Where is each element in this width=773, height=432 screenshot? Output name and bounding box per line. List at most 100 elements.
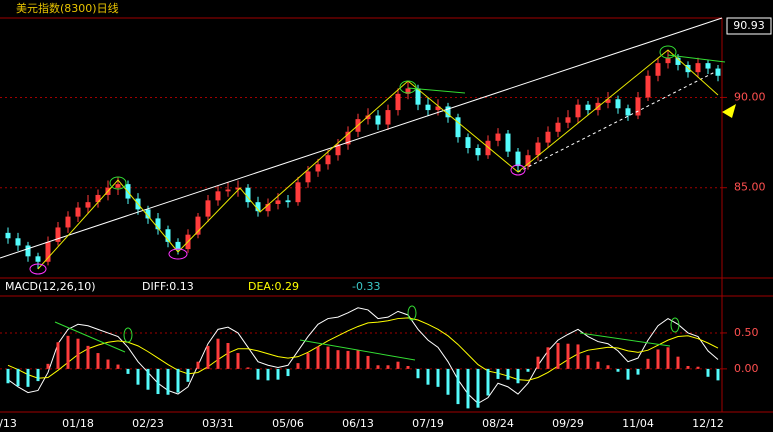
candle-body <box>565 117 571 123</box>
candle-body <box>235 187 241 190</box>
histogram-bar <box>26 368 30 387</box>
histogram-bar <box>676 356 680 369</box>
histogram-bar <box>246 367 250 369</box>
histogram-bar <box>146 368 150 390</box>
histogram-bar <box>116 364 120 369</box>
wave-line <box>37 49 719 270</box>
candle-body <box>325 155 331 165</box>
candle-body <box>615 99 621 109</box>
histogram-bar <box>176 368 180 393</box>
histogram-bar <box>96 353 100 369</box>
histogram-bar <box>136 368 140 385</box>
histogram-bar <box>716 368 720 381</box>
arrow <box>722 104 736 118</box>
candle-body <box>295 182 301 203</box>
trend-line <box>517 71 716 173</box>
candle-body <box>395 93 401 111</box>
histogram-bar <box>66 335 70 369</box>
candle-body <box>675 57 681 65</box>
indicator-line <box>7 307 719 404</box>
pivot-marker <box>109 176 127 190</box>
y-tick-label: 0.00 <box>734 362 759 375</box>
histogram-bar <box>76 338 80 369</box>
histogram-bar <box>616 368 620 372</box>
candle-body <box>555 122 561 132</box>
candle-body <box>15 238 21 246</box>
x-tick-label: 08/24 <box>482 417 514 430</box>
x-tick-label: 02/23 <box>132 417 164 430</box>
histogram-bar <box>36 368 40 382</box>
candle-body <box>95 194 101 203</box>
candle-body <box>275 200 281 204</box>
candle-body <box>225 189 231 192</box>
candle-body <box>65 216 71 228</box>
pivot-marker <box>407 305 417 321</box>
histogram-bar <box>446 368 450 395</box>
candle-body <box>705 63 711 69</box>
candle-body <box>285 200 291 203</box>
candle-body <box>515 151 521 167</box>
candle-body <box>75 207 81 217</box>
histogram-bar <box>466 368 470 409</box>
histogram-bar <box>476 368 480 408</box>
candle-body <box>315 164 321 172</box>
histogram-bar <box>516 368 520 384</box>
trend-line <box>0 17 723 259</box>
divergence-line <box>579 332 671 347</box>
candle-body <box>445 106 451 118</box>
trend-line <box>407 87 466 94</box>
candle-body <box>435 106 441 111</box>
histogram-bar <box>306 353 310 369</box>
annotations <box>0 17 736 361</box>
candle-body <box>525 155 531 167</box>
candle-body <box>385 110 391 125</box>
candle-body <box>5 232 11 239</box>
candle-body <box>405 88 411 94</box>
candle-body <box>495 133 501 141</box>
candle-body <box>215 191 221 201</box>
x-tick-label: 05/06 <box>272 417 304 430</box>
histogram-bar <box>386 365 390 369</box>
y-tick-label: 0.50 <box>734 326 759 339</box>
chart-title: 美元指数(8300)日线 <box>16 1 119 15</box>
x-tick-label: /13 <box>0 417 17 430</box>
histogram-bar <box>486 368 490 396</box>
histogram-bar <box>106 359 110 369</box>
histogram-bar <box>236 353 240 369</box>
candle-body <box>335 144 341 156</box>
candle-body <box>545 131 551 143</box>
candle-body <box>505 133 511 152</box>
candle-body <box>165 229 171 242</box>
histogram-bar <box>186 368 190 382</box>
x-tick-label: 06/13 <box>342 417 374 430</box>
histogram-bar <box>336 350 340 369</box>
candle-body <box>365 115 371 120</box>
histogram-bar <box>366 355 370 369</box>
candle-body <box>205 200 211 217</box>
candle-body <box>475 148 481 156</box>
histogram-bar <box>46 363 50 369</box>
legend-label: DIFF:0.13 <box>142 280 194 293</box>
candle-body <box>255 202 261 212</box>
histogram-bar <box>6 368 10 384</box>
y-tick-label: 90.00 <box>734 90 766 103</box>
candle-body <box>585 104 591 111</box>
histogram-bar <box>316 346 320 369</box>
histogram-bar <box>286 368 290 377</box>
x-tick-label: 03/31 <box>202 417 234 430</box>
histogram-bar <box>266 368 270 381</box>
pivot-marker <box>670 317 680 333</box>
histogram-bar <box>416 368 420 379</box>
histogram-bar <box>566 343 570 369</box>
histogram-bar <box>196 361 200 369</box>
histogram-bar <box>646 358 650 369</box>
histogram-bar <box>406 366 410 369</box>
histogram-bar <box>556 343 560 369</box>
histogram-bar <box>706 368 710 377</box>
last-price-box <box>726 17 772 35</box>
histogram-bar <box>596 361 600 369</box>
candle-body <box>635 97 641 116</box>
candle-body <box>155 218 161 230</box>
candle-body <box>305 171 311 183</box>
